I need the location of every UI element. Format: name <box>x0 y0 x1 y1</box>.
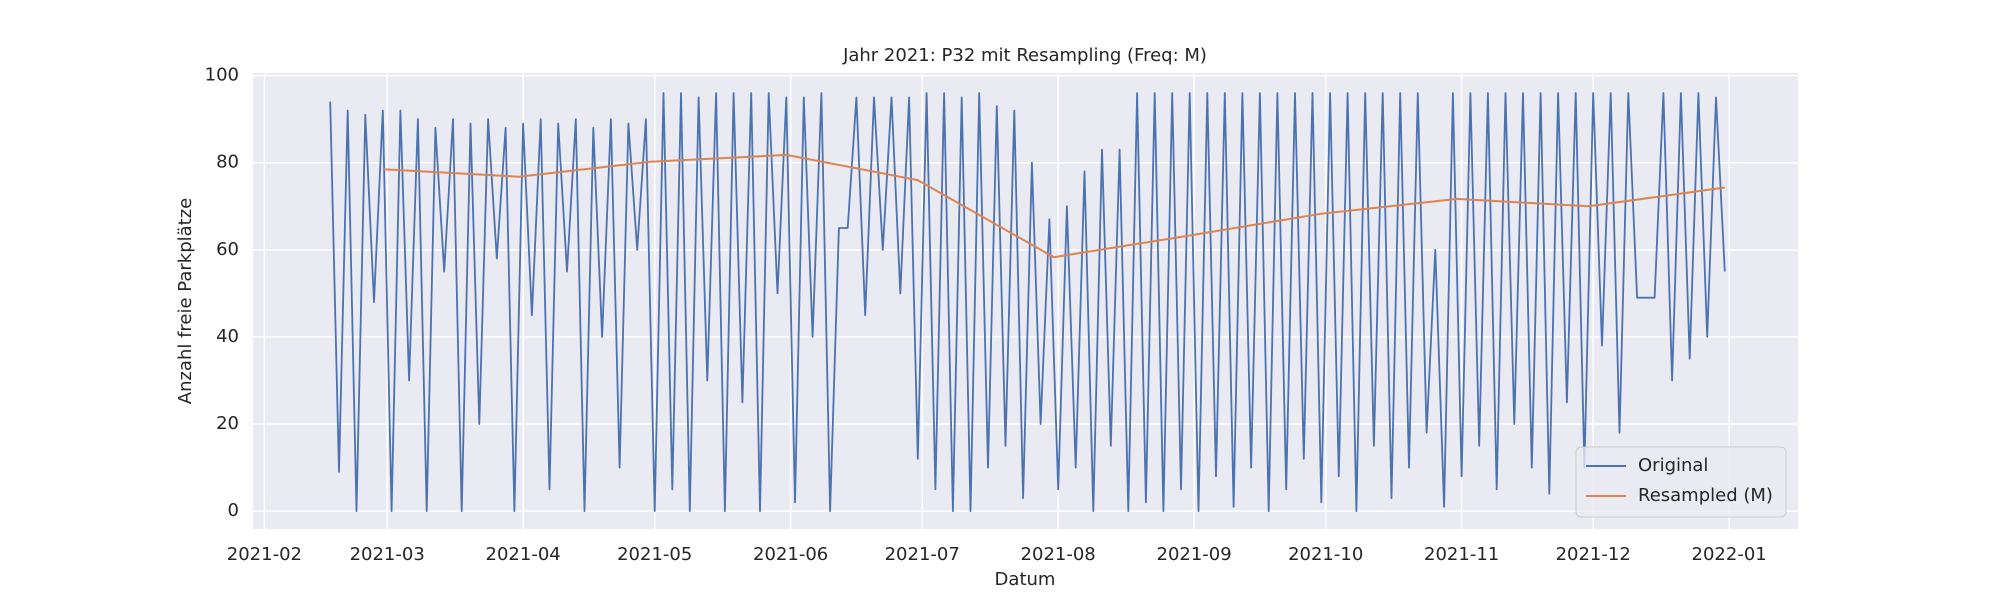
legend-label: Resampled (M) <box>1638 485 1773 506</box>
y-tick-label: 20 <box>216 413 239 434</box>
x-tick-label: 2021-08 <box>1021 544 1096 565</box>
x-tick-label: 2021-12 <box>1556 544 1631 565</box>
x-tick-label: 2021-05 <box>617 544 692 565</box>
plot-area <box>253 73 1798 529</box>
x-tick-label: 2021-02 <box>227 544 302 565</box>
legend-box <box>1575 446 1787 518</box>
x-tick-label: 2021-04 <box>486 544 561 565</box>
y-axis-label: Anzahl freie Parkplätze <box>175 198 196 404</box>
x-tick-label: 2021-07 <box>885 544 960 565</box>
x-axis-label: Datum <box>995 569 1056 590</box>
x-tick-label: 2021-09 <box>1157 544 1232 565</box>
x-tick-label: 2022-01 <box>1692 544 1767 565</box>
y-tick-label: 100 <box>205 65 239 86</box>
legend-label: Original <box>1638 455 1708 476</box>
y-tick-label: 80 <box>216 152 239 173</box>
x-tick-label: 2021-03 <box>350 544 425 565</box>
y-tick-label: 60 <box>216 239 239 260</box>
chart-title: Jahr 2021: P32 mit Resampling (Freq: M) <box>842 45 1207 66</box>
x-tick-label: 2021-10 <box>1288 544 1363 565</box>
x-tick-label: 2021-11 <box>1424 544 1499 565</box>
y-tick-label: 40 <box>216 326 239 347</box>
series-line <box>329 92 1726 512</box>
x-tick-label: 2021-06 <box>753 544 828 565</box>
y-tick-label: 0 <box>228 500 239 521</box>
series-line <box>382 153 1725 259</box>
